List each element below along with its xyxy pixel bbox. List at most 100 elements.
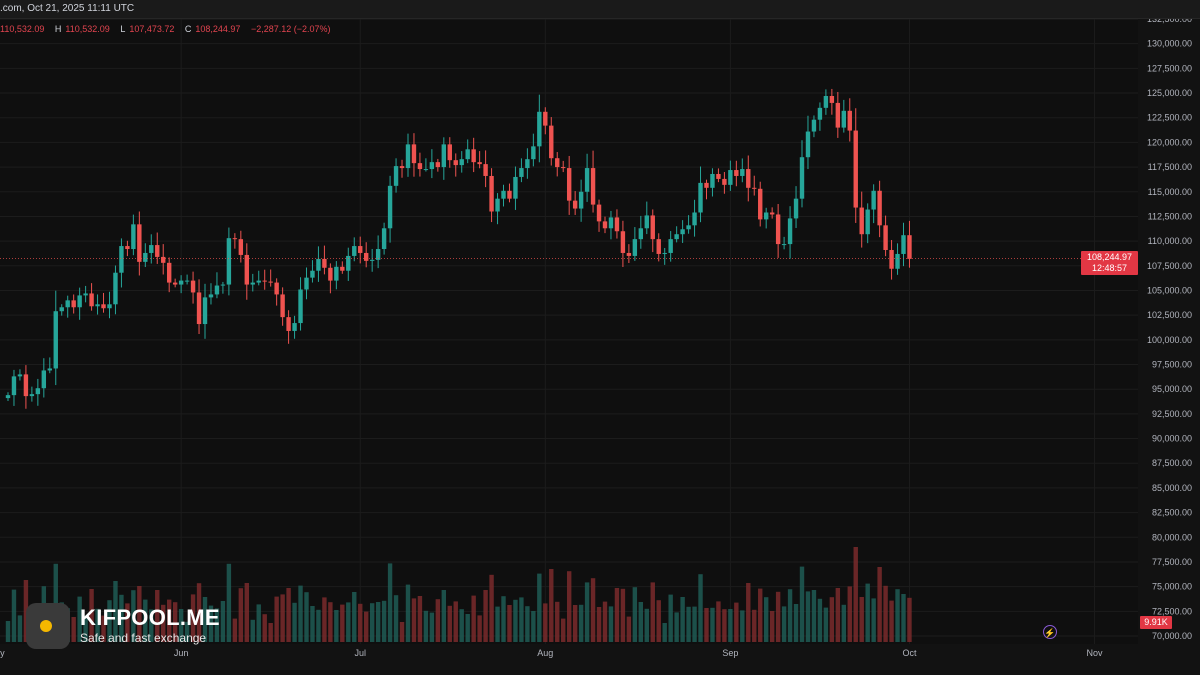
volume-bar [632,587,638,642]
candle-body [602,221,608,229]
candle-body [143,252,148,262]
volume-bar [859,597,864,642]
candle-body [668,239,673,253]
volume-bar [614,588,620,642]
candle-body [596,204,602,222]
volume-bar [250,619,255,642]
candle-body [417,163,423,170]
volume-bar [817,598,823,642]
candle-body [775,214,781,245]
candle-body [746,169,751,188]
x-tick-label: May [0,648,5,658]
candle-body [369,259,375,261]
volume-bar [190,594,196,642]
y-tick-label: 77,500.00 [1152,557,1192,567]
candle-body [29,394,35,397]
candle-body [740,169,745,176]
candle-body [578,191,584,209]
candle-body [340,266,345,271]
volume-bar [686,606,691,642]
candle-body [555,158,560,168]
candle-body [137,224,142,262]
candle-body [292,323,297,331]
candle-body [650,215,655,240]
candle-body [101,304,106,309]
x-tick-label: Jun [174,648,189,658]
candle-body [316,258,321,271]
volume-bar [369,603,375,642]
candle-body [710,173,715,188]
candle-body [166,262,172,283]
candle-body [632,239,638,256]
volume-bar [823,607,829,642]
candle-body [901,235,906,254]
lightning-icon[interactable]: ⚡ [1043,625,1057,639]
volume-bar [578,604,584,642]
candle-body [184,280,190,282]
volume-bar [298,585,303,642]
ohlc-change: −2,287.12 (−2.07%) [250,24,331,34]
y-tick-label: 75,000.00 [1152,582,1192,592]
volume-bar [459,609,464,642]
y-tick-label: 72,500.00 [1152,606,1192,616]
candle-body [590,168,596,205]
volume-bar [590,578,596,642]
ohlc-close-label: C [184,24,192,34]
candle-body [178,280,184,285]
candle-body [883,225,888,251]
volume-bar [214,608,220,642]
candle-body [262,280,267,282]
volume-bar [883,585,888,642]
y-tick-label: 117,500.00 [1148,162,1192,172]
candle-body [190,280,196,293]
candle-body [399,166,405,169]
volume-bar [572,605,578,642]
candle-body [853,130,858,208]
candle-body [387,185,393,229]
candle-body [53,311,58,369]
candle-body [59,307,64,312]
candle-body [47,368,52,371]
candle-body [381,228,387,250]
volume-bar [220,601,226,642]
y-tick-label: 85,000.00 [1152,483,1192,493]
volume-bar [178,609,184,642]
volume-bar [549,569,554,642]
candle-body [364,252,369,261]
volume-bar [787,589,793,642]
volume-bar [125,603,130,642]
candle-body [638,228,644,240]
candle-body [23,374,29,397]
candle-body [728,170,733,185]
candle-body [298,289,303,324]
candle-countdown: 12:48:57 [1091,263,1128,274]
candle-body [817,107,823,120]
candle-body [722,178,727,185]
candle-body [769,212,775,215]
candle-body [149,245,154,253]
volume-bar [656,600,661,642]
volume-bar [113,581,118,642]
candle-body [501,190,506,199]
candle-body [531,146,536,160]
candle-body [507,190,512,199]
ohlc-low-label: L [120,24,126,34]
volume-bar [137,586,142,642]
volume-bar [387,563,393,642]
candle-body [453,160,458,166]
ohlc-low: 107,473.72 [129,24,175,34]
volume-bar [602,601,608,642]
volume-bar [316,609,321,642]
candle-body [250,282,255,285]
y-tick-label: 115,000.00 [1148,187,1192,197]
candle-body [716,173,721,179]
x-tick-label: Sep [722,648,738,658]
candle-body [781,244,787,246]
candle-body [680,229,685,235]
volume-bar [525,606,530,642]
volume-bar [489,574,494,642]
candle-body [71,300,76,308]
volume-bar [805,591,811,642]
candle-body [489,175,494,212]
